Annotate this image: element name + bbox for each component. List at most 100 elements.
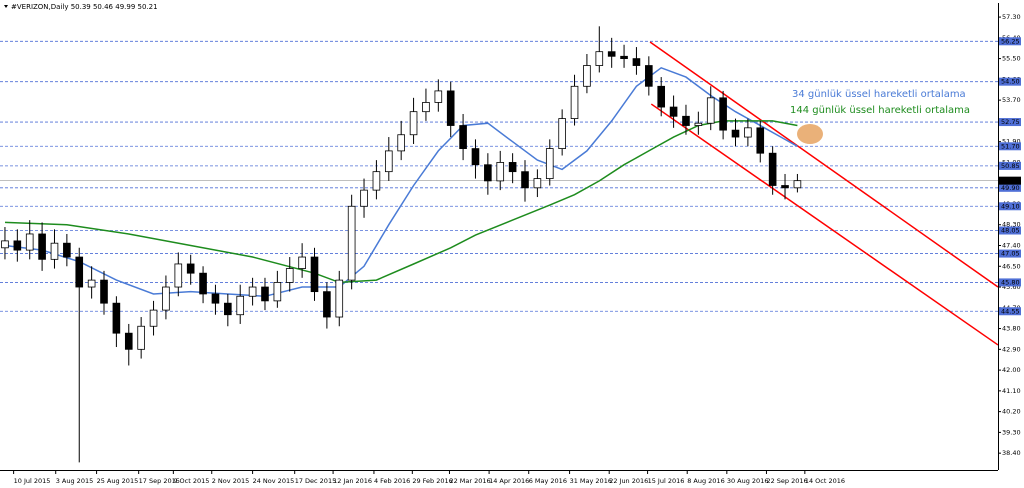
- candle-body: [570, 85, 579, 119]
- candle-body: [508, 162, 517, 173]
- candle-body: [87, 279, 96, 288]
- y-tick-label: 55.50: [1002, 55, 1021, 63]
- candle-body: [13, 240, 22, 251]
- x-tick-label: 10 Jul 2015: [14, 477, 51, 485]
- candle-body: [620, 55, 628, 60]
- y-tick-label: 57.30: [1002, 13, 1021, 21]
- chart-title: #VERIZON,Daily 50.39 50.46 49.99 50.21: [11, 3, 158, 11]
- x-tick-label: 31 May 2016: [570, 477, 612, 485]
- x-tick-label: 24 Nov 2015: [253, 477, 295, 485]
- candle-body: [248, 286, 257, 297]
- level-tag: [999, 37, 1021, 46]
- x-tick-label: 22 Mar 2016: [449, 477, 490, 485]
- candle-body: [360, 189, 368, 207]
- level-label: 47.05: [1001, 250, 1020, 258]
- candle-body: [323, 291, 331, 318]
- candle-body: [112, 302, 121, 334]
- candle-body: [731, 129, 740, 138]
- candle-body: [719, 97, 727, 131]
- candle-body: [756, 127, 765, 154]
- level-label: 54.50: [1001, 78, 1020, 86]
- candle-body: [224, 302, 232, 316]
- level-label: 51.70: [1001, 142, 1020, 150]
- candle-body: [174, 263, 183, 288]
- candle-body: [558, 118, 566, 149]
- candle-body: [496, 162, 505, 182]
- candle-body: [335, 279, 344, 318]
- level-label: 50.85: [1001, 162, 1020, 170]
- y-tick-label: 43.80: [1002, 325, 1021, 333]
- candle-body: [298, 256, 306, 269]
- candle-body: [261, 286, 269, 302]
- candle-body: [434, 90, 443, 103]
- candle-body: [521, 171, 529, 189]
- level-label: 56.25: [1001, 37, 1020, 45]
- x-tick-label: 3 Aug 2015: [56, 477, 94, 485]
- candle-body: [422, 102, 430, 113]
- candle-body: [607, 51, 616, 57]
- candle-body: [199, 272, 207, 295]
- y-tick-label: 41.10: [1002, 387, 1021, 395]
- axes: 57.3056.4055.5054.6053.7052.8051.9051.00…: [0, 3, 1021, 485]
- legend-ema34: 34 günlük üssel hareketli ortalama: [792, 89, 966, 100]
- candle-body: [744, 127, 752, 138]
- candle-body: [545, 148, 554, 179]
- candle-body: [137, 325, 145, 350]
- candle-body: [50, 242, 59, 260]
- level-tag: [999, 142, 1021, 151]
- x-tick-label: 2 Nov 2015: [212, 477, 250, 485]
- x-tick-label: 14 Oct 2016: [805, 477, 845, 485]
- level-label: 49.10: [1001, 202, 1020, 210]
- y-tick-label: 40.20: [1002, 408, 1021, 416]
- candle-body: [124, 332, 133, 350]
- level-label: 49.90: [1001, 184, 1020, 192]
- level-tag: [999, 183, 1021, 192]
- level-tag: [999, 77, 1021, 86]
- x-tick-label: 25 Aug 2015: [97, 477, 139, 485]
- candle-body: [484, 164, 492, 182]
- candle-body: [1, 240, 9, 249]
- menu-arrow: [4, 5, 8, 8]
- x-tick-label: 6 May 2016: [529, 477, 567, 485]
- candle-body: [706, 97, 715, 124]
- candle-body: [471, 148, 480, 166]
- candle-body: [236, 295, 245, 316]
- highlight-ellipse: [797, 124, 823, 144]
- x-tick-label: 22 Jun 2016: [609, 477, 648, 485]
- y-tick-label: 42.00: [1002, 366, 1021, 374]
- y-tick-label: 45.60: [1002, 283, 1021, 291]
- candle-body: [781, 185, 789, 189]
- candle-body: [38, 233, 46, 260]
- candle-body: [75, 256, 84, 288]
- x-tick-label: 22 Sep 2016: [766, 477, 807, 485]
- candle-body: [211, 293, 220, 304]
- candle-body: [682, 115, 690, 126]
- candle-body: [347, 205, 356, 281]
- x-tick-label: 14 Apr 2016: [489, 477, 529, 485]
- candle-body: [459, 125, 467, 149]
- candle-body: [694, 122, 703, 126]
- candle-body: [149, 309, 158, 327]
- x-tick-label: 9 Oct 2015: [173, 477, 209, 485]
- candle-body: [768, 152, 777, 186]
- candle-body: [645, 65, 653, 87]
- candle-body: [273, 282, 282, 302]
- channel-line: [649, 41, 999, 288]
- candle-body: [63, 242, 71, 258]
- last-price-label: 50.21: [1001, 177, 1020, 185]
- level-tag: [999, 118, 1021, 127]
- y-tick-label: 47.40: [1002, 241, 1021, 249]
- level-label: 52.75: [1001, 118, 1020, 126]
- candles: [1, 26, 802, 463]
- level-label: 44.55: [1001, 307, 1020, 315]
- last-price-tag: [999, 176, 1021, 185]
- x-tick-label: 17 Dec 2015: [295, 477, 337, 485]
- level-label: 48.05: [1001, 227, 1020, 235]
- x-tick-label: 4 Feb 2016: [374, 477, 410, 485]
- candle-body: [186, 263, 195, 274]
- candle-body: [446, 90, 455, 126]
- level-tag: [999, 226, 1021, 235]
- y-tick-label: 51.90: [1002, 138, 1021, 146]
- candle-body: [397, 134, 405, 152]
